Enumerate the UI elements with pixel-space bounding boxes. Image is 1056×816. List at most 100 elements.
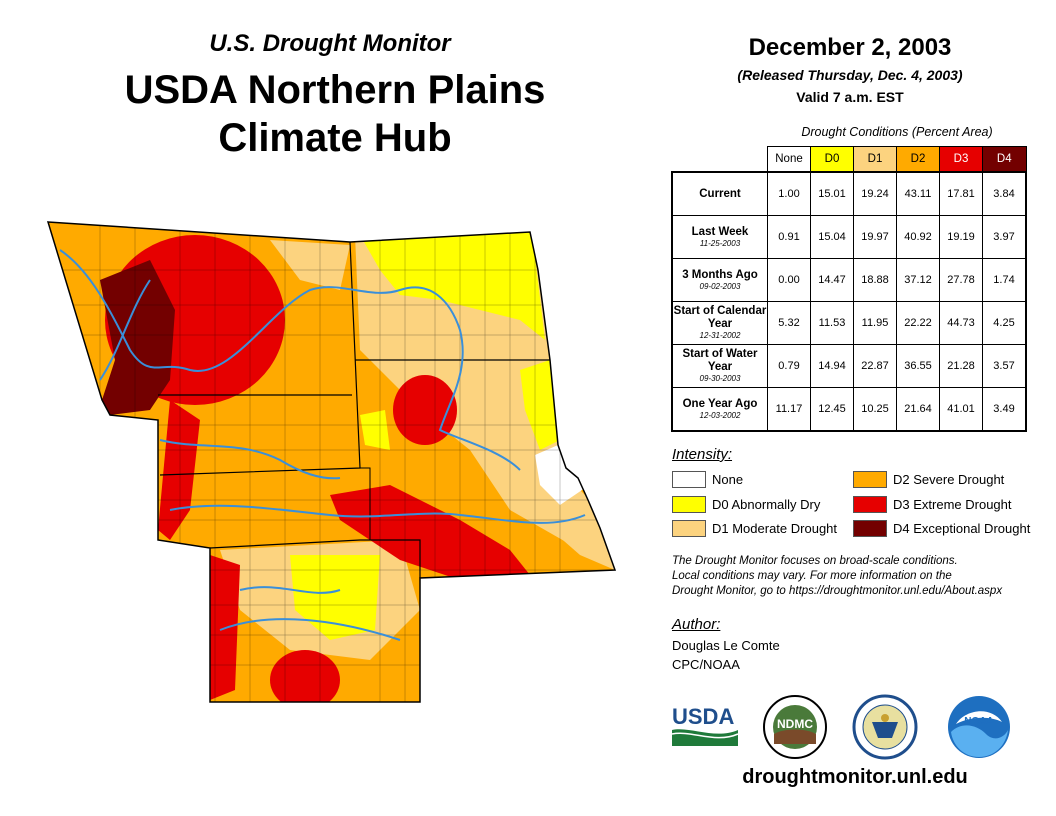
usda-logo: USDA [671,704,739,746]
note-line-1: The Drought Monitor focuses on broad-sca… [672,555,958,567]
row-sublabel: 11-25-2003 [699,238,741,248]
title-line-1: USDA Northern Plains [124,68,546,112]
ndmc-logo-text: NDMC [777,717,813,731]
table-row: Start of Water Year 09-30-2003 0.79 14.94 22… [671,344,1027,388]
table-cell: 0.79 [767,344,811,388]
legend-item-d4: D4 Exceptional Drought [853,520,1030,537]
title-line-2: Climate Hub [218,116,452,160]
note-line-3: Drought Monitor, go to https://droughtmo… [672,585,1003,597]
legend-swatch-none [672,471,706,488]
national-weather-seal [852,694,918,760]
table-cell: 5.32 [767,301,811,345]
legend-item-d3: D3 Extreme Drought [853,496,1012,513]
table-row: One Year Ago 12-03-2002 11.17 12.45 10.25 21.… [671,387,1027,432]
table-cell: 15.01 [810,171,854,216]
usda-logo-text: USDA [672,704,734,729]
table-cell: 12.45 [810,387,854,432]
col-d3: D3 [939,146,983,173]
row-label: One Year Ago 12-03-2002 [671,387,768,432]
drought-conditions-table: None D0 D1 D2 D3 D4 Current 1.00 15.01 19.2… [671,146,1027,432]
header-blank [672,147,768,173]
map-date: December 2, 2003 [748,34,952,61]
table-cell: 18.88 [853,258,897,302]
author-org: CPC/NOAA [672,657,740,672]
legend-label: None [712,472,744,487]
table-cell: 36.55 [896,344,940,388]
release-date: (Released Thursday, Dec. 4, 2003) [737,67,963,83]
table-cell: 19.97 [853,215,897,259]
table-cell: 19.24 [853,171,897,216]
ndmc-logo: NDMC [763,695,827,759]
table-cell: 14.47 [810,258,854,302]
table-header-row: None D0 D1 D2 D3 D4 [672,146,1027,173]
legend-item-d0: D0 Abnormally Dry [672,496,820,513]
row-label-text: Last Week [691,225,749,238]
row-label: Start of Calendar Year 12-31-2002 [671,301,768,345]
table-cell: 37.12 [896,258,940,302]
drought-monitor-note: The Drought Monitor focuses on broad-sca… [672,554,1042,599]
legend-item-d1: D1 Moderate Drought [672,520,837,537]
author-name: Douglas Le Comte [672,638,780,653]
legend-swatch-d3 [853,496,887,513]
table-cell: 14.94 [810,344,854,388]
table-cell: 1.74 [982,258,1027,302]
legend-label: D4 Exceptional Drought [893,521,1031,536]
table-cell: 0.00 [767,258,811,302]
legend-swatch-d1 [672,520,706,537]
legend-swatch-d4 [853,520,887,537]
valid-time: Valid 7 a.m. EST [796,89,904,105]
table-cell: 15.04 [810,215,854,259]
table-cell: 44.73 [939,301,983,345]
table-cell: 22.87 [853,344,897,388]
row-label-text: 3 Months Ago [682,268,758,281]
col-none: None [767,146,811,173]
row-label: Last Week 11-25-2003 [671,215,768,259]
note-line-2: Local conditions may vary. For more info… [672,570,952,582]
row-label-text: Start of Water Year [682,348,758,373]
drought-map [46,221,617,703]
table-row: 3 Months Ago 09-02-2003 0.00 14.47 18.88 37.1… [671,258,1027,302]
legend-swatch-d2 [853,471,887,488]
table-cell: 40.92 [896,215,940,259]
legend-label: D2 Severe Drought [893,472,1005,487]
table-cell: 19.19 [939,215,983,259]
row-sublabel: 12-03-2002 [699,410,741,420]
row-sublabel: 09-02-2003 [699,281,741,291]
website-link[interactable]: droughtmonitor.unl.edu [742,766,968,788]
table-row: Last Week 11-25-2003 0.91 15.04 19.97 40.92 19… [671,215,1027,259]
table-cell: 3.84 [982,171,1027,216]
legend-label: D3 Extreme Drought [893,497,1012,512]
table-cell: 22.22 [896,301,940,345]
table-cell: 3.49 [982,387,1027,432]
col-d1: D1 [853,146,897,173]
map-title: USDA Northern Plains Climate Hub [80,66,590,162]
noaa-logo: NOAA [948,696,1010,758]
col-d2: D2 [896,146,940,173]
col-d0: D0 [810,146,854,173]
table-cell: 27.78 [939,258,983,302]
table-cell: 11.95 [853,301,897,345]
table-cell: 0.91 [767,215,811,259]
table-cell: 41.01 [939,387,983,432]
table-cell: 11.53 [810,301,854,345]
table-cell: 11.17 [767,387,811,432]
table-cell: 21.28 [939,344,983,388]
legend-item-none: None [672,471,743,488]
table-cell: 1.00 [767,171,811,216]
row-label: Current [671,171,768,216]
row-label: Start of Water Year 09-30-2003 [671,344,768,388]
noaa-logo-text: NOAA [964,716,993,727]
legend-label: D0 Abnormally Dry [712,497,821,512]
table-cell: 10.25 [853,387,897,432]
legend-swatch-d0 [672,496,706,513]
table-cell: 3.97 [982,215,1027,259]
table-row: Start of Calendar Year 12-31-2002 5.32 11.5… [671,301,1027,345]
row-label-text: Start of Calendar Year [673,305,767,330]
row-sublabel: 12-31-2002 [699,331,741,340]
legend-label: D1 Moderate Drought [712,521,838,536]
row-label-text: One Year Ago [682,397,758,410]
table-cell: 17.81 [939,171,983,216]
row-label-text: Current [699,187,741,200]
row-label: 3 Months Ago 09-02-2003 [671,258,768,302]
author-title: Author: [672,616,721,633]
